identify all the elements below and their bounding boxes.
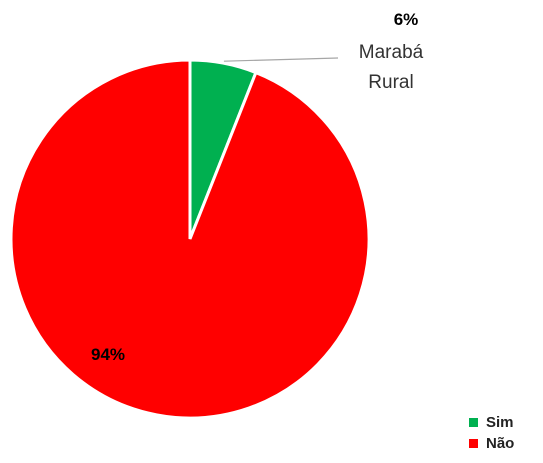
legend-swatch-sim bbox=[469, 418, 478, 427]
pie-slices bbox=[9, 58, 371, 420]
legend-item-nao: Não bbox=[469, 433, 514, 454]
legend-swatch-nao bbox=[469, 439, 478, 448]
slice-label-sim-line-2: Rural bbox=[368, 72, 413, 93]
legend-label-nao: Não bbox=[486, 435, 515, 452]
slice-label-nao-percent: 94% bbox=[91, 345, 125, 364]
slice-label-sim-line-1: Marabá bbox=[359, 42, 424, 63]
pie-slice-nao bbox=[9, 58, 371, 420]
legend-item-sim: Sim bbox=[469, 412, 514, 433]
leader-line bbox=[223, 57, 339, 62]
legend: Sim Não bbox=[469, 412, 514, 454]
legend-label-sim: Sim bbox=[486, 414, 514, 431]
slice-label-sim-percent: 6% bbox=[394, 10, 419, 29]
